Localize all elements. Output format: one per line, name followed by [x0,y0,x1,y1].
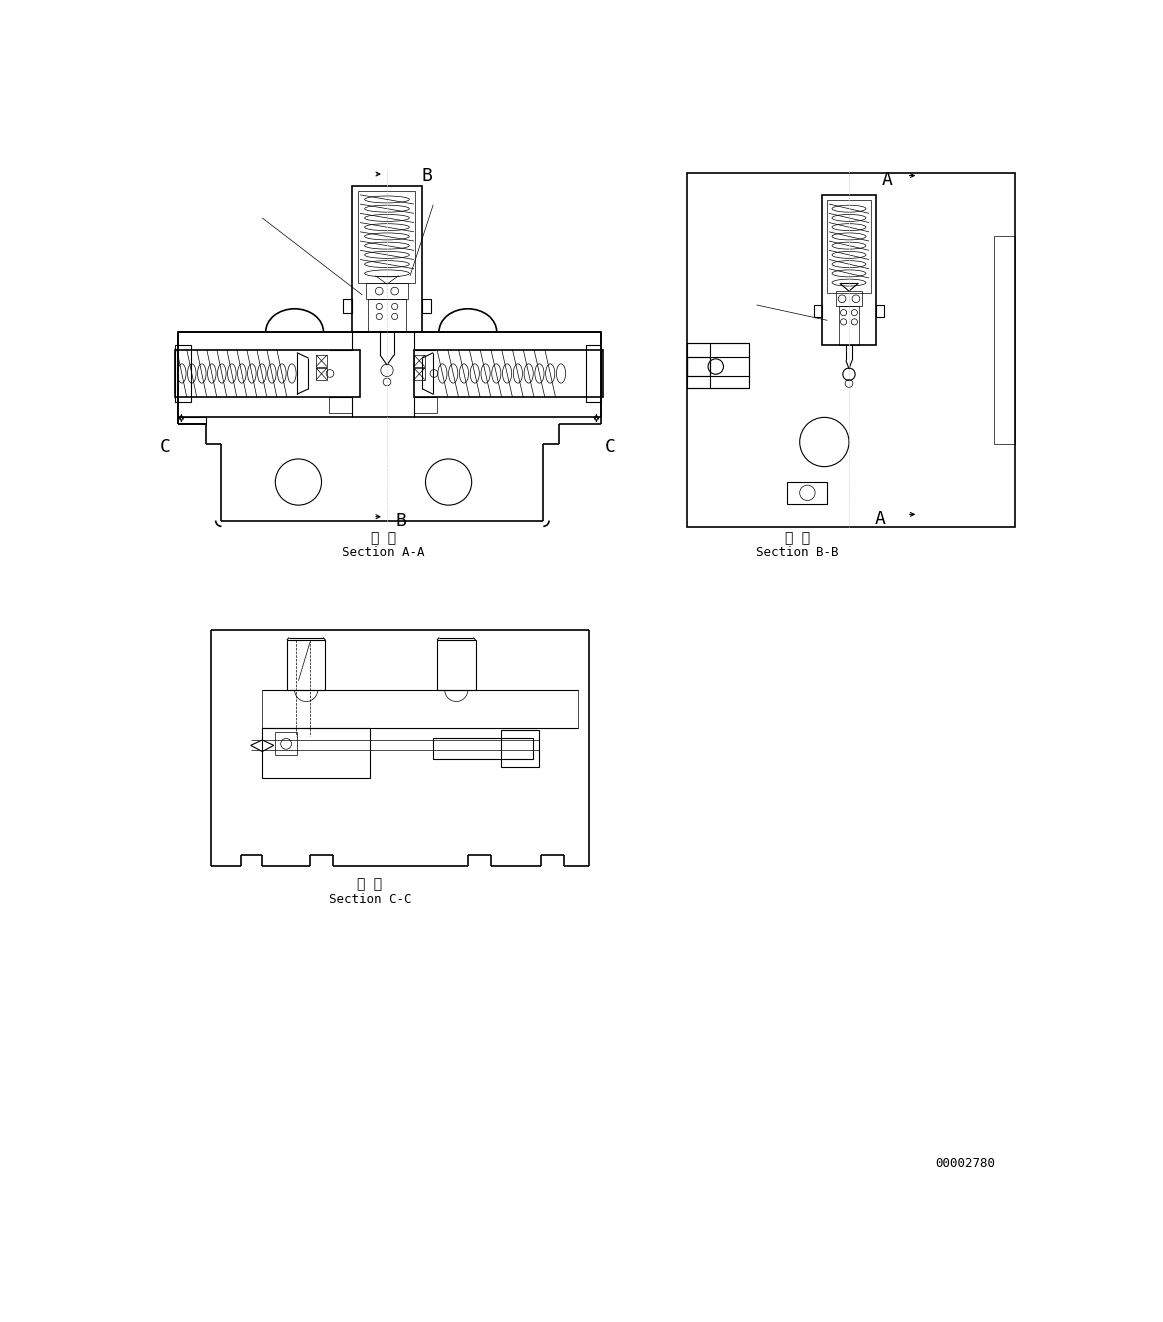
Text: 断 面: 断 面 [785,531,809,545]
Bar [414,398,437,412]
Bar [839,307,859,345]
Bar [814,305,822,317]
Bar [586,345,601,402]
Text: Section C-C: Section C-C [329,892,412,906]
Bar [787,483,827,504]
Bar [993,235,1014,444]
Bar [287,640,326,690]
Bar [827,200,871,292]
Text: C: C [605,439,615,456]
Bar [276,732,297,755]
Bar [836,291,862,307]
Bar [176,345,191,402]
Bar [437,640,476,690]
Bar [262,728,370,779]
Bar [358,190,415,283]
Text: 断 面: 断 面 [357,878,383,891]
Bar [687,344,749,389]
Text: 断 面: 断 面 [371,531,395,545]
Bar [316,356,327,366]
Text: C: C [159,439,171,456]
Bar [368,299,406,332]
Bar [366,283,408,299]
Bar [433,738,534,759]
Bar [414,349,602,398]
Bar [329,398,352,412]
Bar [687,357,711,375]
Bar [501,730,540,767]
Bar [422,299,430,312]
Bar [316,368,327,379]
Bar [876,305,884,317]
Text: A: A [882,172,893,189]
Bar [178,332,601,416]
Bar [414,368,424,379]
Text: Section B-B: Section B-B [756,546,839,559]
Text: B: B [422,167,433,185]
Text: B: B [395,512,406,530]
Text: A: A [875,510,885,527]
Bar [822,194,876,345]
Text: 00002780: 00002780 [935,1157,996,1170]
Bar [262,690,578,728]
Bar [352,185,422,332]
Text: Section A-A: Section A-A [342,546,424,559]
Bar [687,172,1014,526]
Bar [176,349,361,398]
Bar [414,356,424,366]
Bar [343,299,352,312]
